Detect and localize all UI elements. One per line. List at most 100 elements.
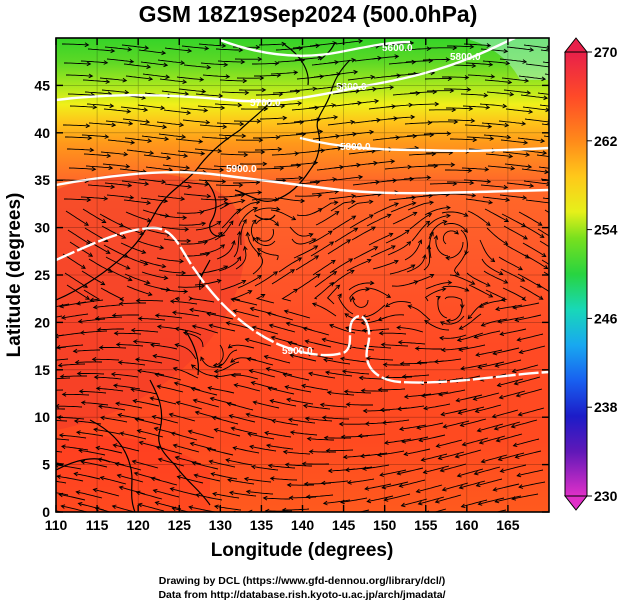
streamline-arrowhead (472, 396, 478, 401)
streamline-arrowhead (81, 264, 86, 269)
streamline-arrowhead (470, 118, 476, 124)
streamline-arrowhead (497, 319, 503, 324)
streamline (126, 285, 152, 296)
streamline-arrowhead (281, 41, 287, 47)
streamline-arrowhead (502, 103, 508, 109)
streamline-arrowhead (383, 440, 389, 445)
streamline-arrowhead (106, 153, 112, 159)
streamline (118, 361, 146, 366)
streamline-arrowhead (117, 360, 123, 365)
streamline (523, 44, 549, 49)
streamline (372, 260, 399, 270)
streamline-arrowhead (268, 323, 274, 329)
streamline-arrowhead (302, 403, 308, 409)
streamline-arrowhead (209, 396, 215, 402)
streamline (325, 371, 353, 377)
streamline-arrowhead (368, 199, 374, 205)
streamline (195, 93, 223, 97)
streamline-arrowhead (479, 303, 484, 308)
streamline-arrowhead (423, 405, 428, 411)
streamline (440, 315, 465, 325)
streamline (464, 124, 492, 128)
streamline-arrowhead (154, 313, 160, 318)
streamline-arrowhead (503, 240, 509, 245)
streamline-arrowhead (181, 270, 187, 276)
streamline-arrowhead (231, 372, 236, 378)
x-axis: 110 115 120 125 130 135 140 145 150 155 160 165 (45, 38, 520, 533)
streamline-arrowhead (536, 283, 542, 288)
streamline-arrowhead (365, 286, 370, 292)
streamline-arrowhead (498, 271, 504, 276)
streamline-arrowhead (89, 147, 95, 153)
streamline (76, 299, 104, 305)
streamline-arrowhead (492, 350, 498, 356)
streamline-arrowhead (327, 468, 333, 474)
streamline (164, 47, 192, 52)
streamline (499, 58, 527, 63)
streamline-arrowhead (523, 235, 528, 240)
streamline-arrowhead (134, 357, 140, 362)
streamline-arrowhead (329, 281, 335, 287)
streamline-arrowhead (93, 427, 98, 433)
streamline (438, 451, 465, 460)
streamline (506, 46, 534, 51)
streamline (118, 414, 145, 421)
streamline-arrowhead (379, 472, 385, 477)
streamline-arrowhead (206, 447, 212, 452)
streamline (500, 139, 528, 144)
streamline-arrowhead (207, 386, 213, 391)
streamline-arrowhead (521, 121, 527, 126)
streamline (446, 303, 463, 322)
streamline-arrowhead (175, 400, 181, 406)
streamline (212, 493, 240, 499)
streamline-arrowhead (396, 406, 402, 412)
streamline (495, 359, 522, 367)
streamline (498, 452, 525, 461)
streamline-arrowhead (238, 182, 244, 188)
streamline (67, 229, 91, 245)
streamline (170, 488, 197, 496)
streamline (157, 385, 184, 393)
streamline (169, 413, 196, 422)
streamline-arrowhead (386, 213, 392, 218)
streamline (519, 285, 544, 300)
streamline (253, 207, 280, 213)
streamline (484, 208, 509, 222)
streamline-arrowhead (397, 340, 403, 345)
streamline-arrowhead (187, 429, 193, 435)
streamline-arrowhead (191, 461, 197, 466)
streamline (119, 302, 146, 305)
streamline-arrowhead (526, 90, 532, 95)
streamline-arrowhead (73, 418, 79, 424)
streamline-arrowhead (183, 153, 189, 159)
streamline-arrowhead (410, 264, 416, 269)
streamline (542, 61, 549, 64)
streamline-arrowhead (147, 138, 153, 144)
streamline-arrowhead (78, 448, 83, 453)
streamline (160, 152, 188, 157)
streamline-arrowhead (267, 463, 273, 469)
streamline-arrowhead (97, 404, 103, 409)
streamline (234, 384, 261, 392)
streamline-arrowhead (172, 366, 178, 372)
streamline-arrowhead (293, 70, 299, 75)
streamline-arrowhead (103, 196, 109, 201)
streamline-arrowhead (125, 265, 131, 270)
credit-drawing: Drawing by DCL (https://www.gfd-dennou.o… (159, 575, 445, 587)
streamline-arrowhead (320, 480, 326, 486)
streamline (283, 451, 311, 455)
streamline (140, 61, 168, 66)
streamline-arrowhead (311, 302, 317, 307)
streamline-arrowhead (182, 215, 188, 220)
streamline-arrowhead (456, 472, 462, 478)
streamline-arrowhead (398, 483, 404, 488)
streamline (362, 304, 386, 318)
streamline (458, 406, 485, 414)
streamline-arrowhead (494, 498, 500, 504)
streamline-arrowhead (524, 254, 530, 259)
colorbar-max-arrow (563, 37, 589, 53)
streamline-arrowhead (156, 384, 162, 389)
streamline-arrowhead (317, 55, 323, 61)
streamline (251, 381, 278, 390)
streamline-arrowhead (86, 197, 92, 203)
